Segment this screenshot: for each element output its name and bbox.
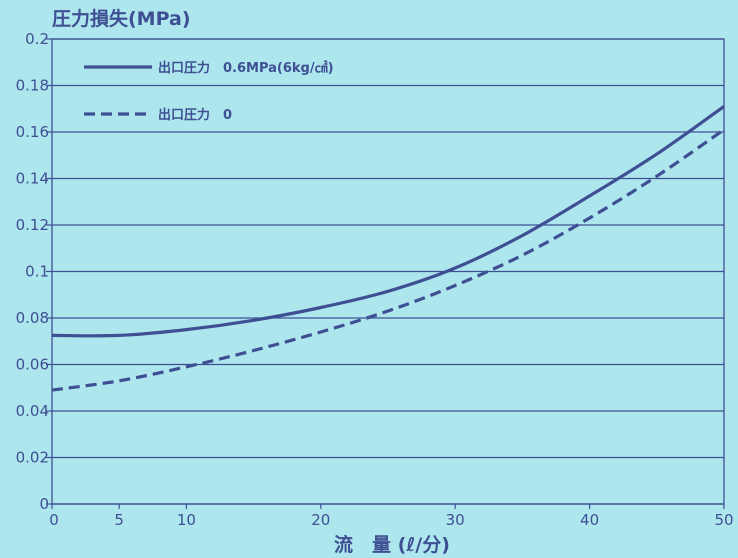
x-tick-label: 5 [114, 511, 124, 529]
y-axis: 0 0.02 0.04 0.06 0.08 0.1 0.12 0.14 0.16 0.18 0.2 [16, 30, 52, 513]
x-tick-label: 0 [49, 511, 59, 529]
y-tick-label: 0.2 [25, 30, 49, 48]
legend-label: 出口圧力 0 [158, 107, 232, 123]
y-tick-label: 0.04 [16, 402, 49, 420]
y-tick-label: 0 [39, 495, 49, 513]
series-line-outlet-0.6mpa [51, 105, 725, 338]
y-tick-label: 0.12 [16, 216, 49, 234]
x-tick-label: 10 [177, 511, 196, 529]
grid [52, 38, 724, 505]
x-tick-label: 20 [311, 511, 330, 529]
legend-label: 出口圧力 0.6MPa(6kg/㎠) [158, 60, 334, 76]
y-tick-label: 0.16 [16, 123, 49, 141]
series-line-outlet-0 [51, 128, 725, 392]
chart-title: 圧力損失(MPa) [52, 7, 191, 30]
y-tick-label: 0.08 [16, 309, 49, 327]
x-axis-title: 流 量 (ℓ/分) [334, 533, 450, 556]
y-tick-label: 0.06 [16, 356, 49, 374]
x-tick-label: 30 [446, 511, 465, 529]
y-tick-label: 0.14 [16, 170, 49, 188]
y-tick-label: 0.02 [16, 449, 49, 467]
series-layer [51, 105, 725, 392]
x-tick-label: 40 [580, 511, 599, 529]
x-tick-label: 50 [714, 511, 733, 529]
y-tick-label: 0.1 [25, 263, 49, 281]
x-axis: 0 5 10 20 30 40 50 [49, 504, 734, 529]
legend: 出口圧力 0.6MPa(6kg/㎠) 出口圧力 0 [84, 60, 334, 123]
y-tick-label: 0.18 [16, 77, 49, 95]
